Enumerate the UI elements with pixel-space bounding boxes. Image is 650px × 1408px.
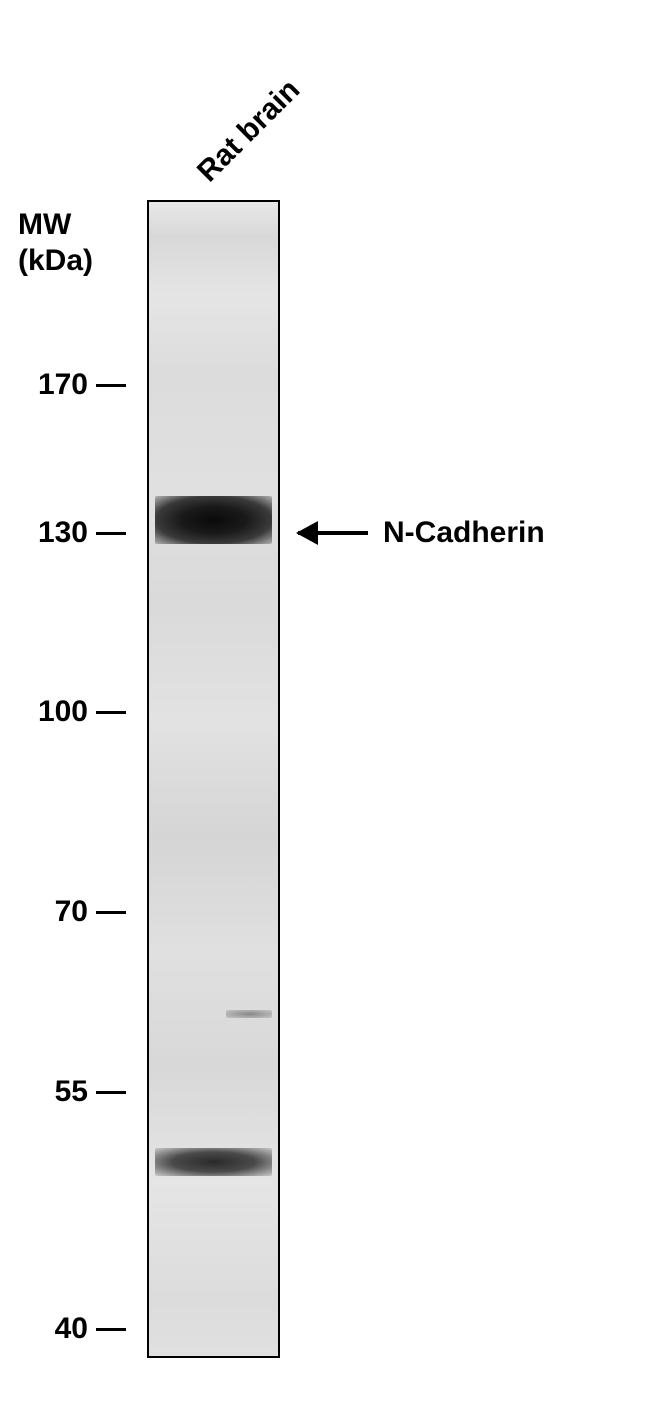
- tick-mark-icon: [96, 532, 126, 535]
- mw-header-line1: MW: [18, 208, 71, 241]
- mw-tick-value: 100: [18, 695, 88, 729]
- tick-mark-icon: [96, 1091, 126, 1094]
- mw-header: MW (kDa): [18, 207, 93, 279]
- mw-header-line2: (kDa): [18, 244, 93, 277]
- mw-tick-40: 40: [18, 1312, 126, 1346]
- mw-tick-55: 55: [18, 1075, 126, 1109]
- band-lower: [155, 1148, 271, 1176]
- annotation-n-cadherin: N-Cadherin: [298, 516, 545, 550]
- mw-tick-100: 100: [18, 695, 126, 729]
- mw-tick-170: 170: [18, 368, 126, 402]
- annotation-text: N-Cadherin: [383, 516, 545, 550]
- band-n-cadherin: [155, 496, 271, 544]
- mw-tick-value: 70: [18, 895, 88, 929]
- blot-lane: [147, 200, 280, 1358]
- mw-tick-70: 70: [18, 895, 126, 929]
- mw-tick-value: 55: [18, 1075, 88, 1109]
- mw-tick-value: 130: [18, 516, 88, 550]
- western-blot-figure: Rat brain MW (kDa) 170 130 100 70 55 40 …: [0, 0, 650, 1408]
- mw-tick-value: 170: [18, 368, 88, 402]
- tick-mark-icon: [96, 384, 126, 387]
- tick-mark-icon: [96, 1328, 126, 1331]
- mw-tick-value: 40: [18, 1312, 88, 1346]
- arrow-left-icon: [298, 531, 368, 535]
- mw-tick-130: 130: [18, 516, 126, 550]
- tick-mark-icon: [96, 711, 126, 714]
- band-faint: [226, 1010, 271, 1018]
- lane-label-rat-brain: Rat brain: [191, 73, 307, 189]
- tick-mark-icon: [96, 911, 126, 914]
